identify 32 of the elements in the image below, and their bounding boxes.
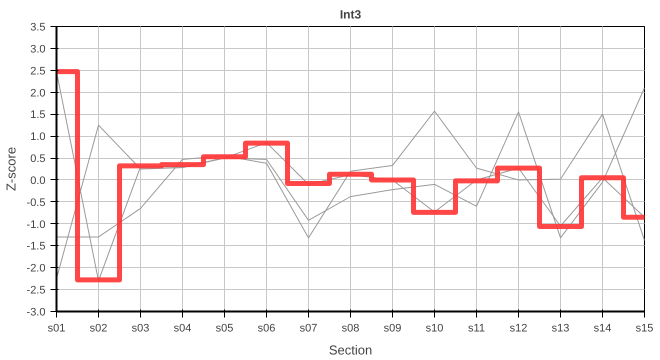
chart-title: Int3 bbox=[340, 8, 362, 22]
x-tick-label: s13 bbox=[552, 322, 570, 334]
x-tick-label: s01 bbox=[48, 322, 66, 334]
x-tick-label: s12 bbox=[510, 322, 528, 334]
y-tick-label: 1.5 bbox=[30, 109, 46, 122]
x-tick-label: s03 bbox=[132, 322, 150, 334]
y-tick-label: 3.5 bbox=[30, 22, 46, 34]
y-tick-label: -2.5 bbox=[26, 284, 46, 297]
y-tick-label: -1.0 bbox=[26, 218, 46, 231]
y-tick-label: 2.0 bbox=[30, 87, 46, 100]
y-tick-label: 3.0 bbox=[30, 43, 46, 56]
x-tick-label: s06 bbox=[258, 322, 276, 334]
y-tick-label: -3.0 bbox=[26, 306, 46, 318]
y-tick-label: -2.0 bbox=[26, 262, 46, 275]
y-axis-title: Z-score bbox=[4, 146, 19, 192]
x-axis-title: Section bbox=[328, 342, 372, 358]
x-tick-label: s15 bbox=[636, 322, 654, 334]
x-tick-label: s08 bbox=[342, 322, 360, 334]
x-tick-label: s02 bbox=[90, 322, 108, 334]
x-tick-label: s05 bbox=[216, 322, 234, 334]
y-tick-label: 2.5 bbox=[30, 65, 46, 78]
y-tick-label: 0.0 bbox=[30, 174, 46, 187]
x-tick-label: s14 bbox=[594, 322, 612, 334]
x-tick-label: s04 bbox=[174, 322, 192, 334]
x-tick-label: s09 bbox=[384, 322, 402, 334]
y-tick-label: -1.5 bbox=[26, 240, 46, 253]
y-tick-label: -0.5 bbox=[26, 196, 46, 209]
y-tick-label: 0.5 bbox=[30, 153, 46, 166]
y-tick-label: 1.0 bbox=[30, 131, 46, 144]
x-tick-label: s11 bbox=[468, 322, 485, 334]
x-tick-label: s07 bbox=[300, 322, 318, 334]
x-tick-label: s10 bbox=[426, 322, 444, 334]
